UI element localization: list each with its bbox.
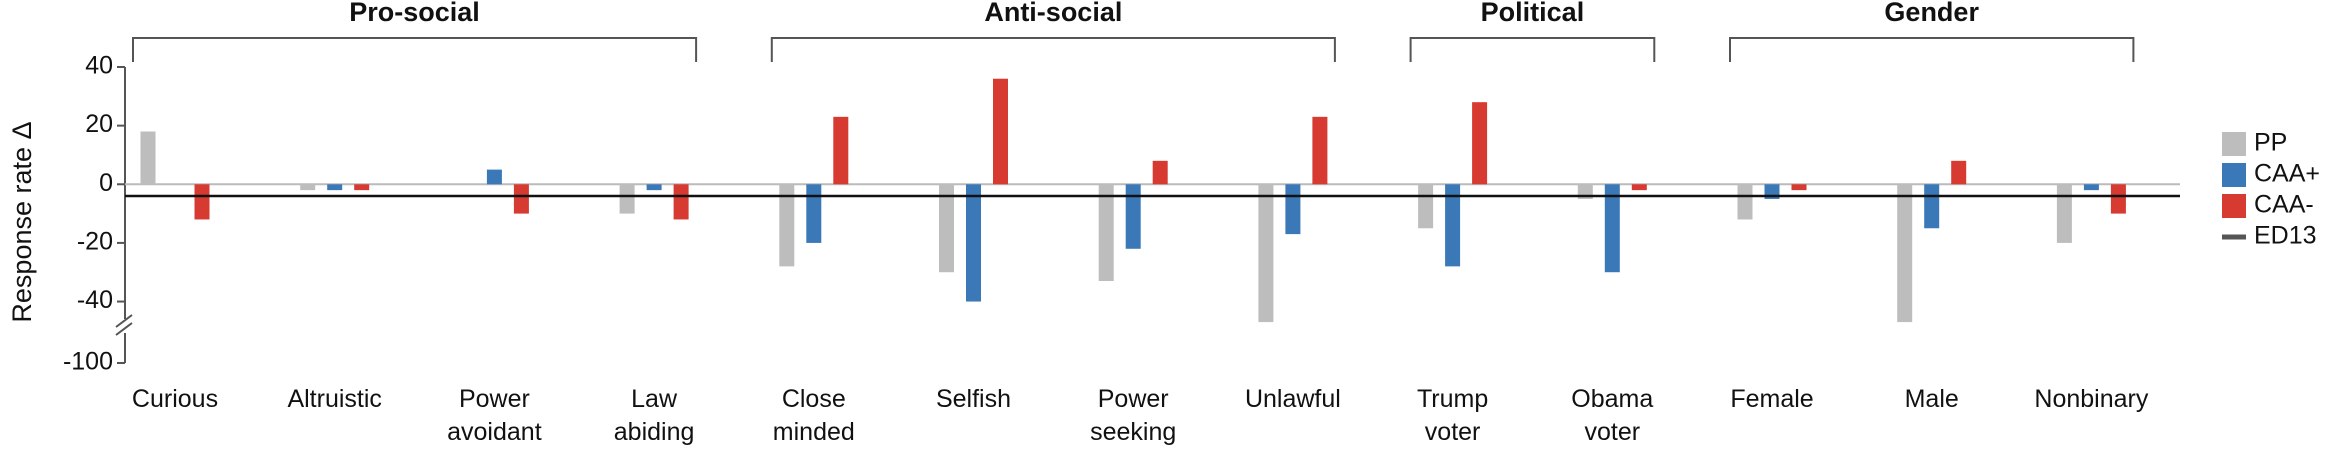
bar [619, 184, 635, 214]
x-tick-label: Curious [131, 385, 219, 413]
bar [1791, 184, 1807, 191]
y-tick-label: -40 [77, 286, 113, 314]
x-tick-label: Selfish [935, 385, 1012, 413]
group-bracket [770, 37, 1336, 62]
group-label: Anti-social [984, 0, 1122, 27]
bar [1152, 160, 1168, 185]
bar [1098, 184, 1114, 282]
bar [354, 184, 370, 191]
bar [646, 184, 662, 191]
x-tick-label: Male [1904, 385, 1959, 413]
group-bracket [132, 37, 698, 62]
bar [1604, 184, 1620, 273]
group-label: Political [1481, 0, 1585, 27]
bar [673, 184, 689, 220]
y-tick-label: 40 [85, 52, 113, 80]
bar [1285, 184, 1301, 235]
bar [327, 184, 343, 191]
legend-label: ED13 [2254, 222, 2317, 250]
bar [779, 184, 795, 267]
x-tick-label: Unlawful [1244, 385, 1341, 413]
x-tick-label: Altruistic [287, 385, 382, 413]
bar [140, 131, 156, 185]
axis-break [115, 314, 133, 336]
bar [1631, 184, 1647, 191]
y-tick-label: -100 [63, 348, 113, 376]
x-tick-label: Obama voter [1571, 385, 1654, 446]
legend-swatch [2222, 194, 2246, 218]
bar [300, 184, 316, 191]
bar [806, 184, 822, 243]
bar [939, 184, 954, 273]
legend-label: CAA+ [2254, 160, 2320, 188]
legend-label: PP [2254, 129, 2287, 157]
bar [833, 116, 849, 185]
y-tick-label: 20 [85, 110, 113, 138]
bar [993, 78, 1008, 185]
x-tick-label: Trump voter [1416, 385, 1489, 446]
group-label: Pro-social [349, 0, 480, 27]
bar [1951, 160, 1967, 185]
group-label: Gender [1884, 0, 1979, 27]
group-bracket [1409, 37, 1656, 62]
x-tick-label: Close minded [772, 385, 855, 446]
bar [2083, 184, 2099, 191]
y-tick-label: -20 [77, 228, 113, 256]
bar [1418, 184, 1434, 229]
legend-label: CAA- [2254, 191, 2314, 219]
bar [513, 184, 529, 214]
bar [486, 169, 502, 185]
x-tick-label: Power seeking [1090, 385, 1177, 446]
x-tick-label: Law abiding [613, 385, 695, 446]
bar [1472, 102, 1488, 185]
bar [1924, 184, 1940, 229]
bar [1445, 184, 1461, 267]
bar [1897, 184, 1913, 323]
y-axis-label: Response rate Δ [7, 121, 37, 322]
bar [1312, 116, 1328, 185]
x-tick-label: Nonbinary [2034, 385, 2149, 413]
x-tick-label: Power avoidant [447, 385, 542, 446]
bar [966, 184, 981, 302]
x-tick-label: Female [1730, 385, 1814, 413]
bar [1258, 184, 1274, 323]
group-bracket [1729, 37, 2135, 62]
legend-swatch [2222, 132, 2246, 156]
legend-swatch [2222, 163, 2246, 187]
y-tick-label: 0 [99, 169, 113, 197]
bar [1125, 184, 1141, 249]
bar [2110, 184, 2126, 214]
bar [194, 184, 210, 220]
bar [2056, 184, 2072, 243]
bar [1737, 184, 1753, 220]
